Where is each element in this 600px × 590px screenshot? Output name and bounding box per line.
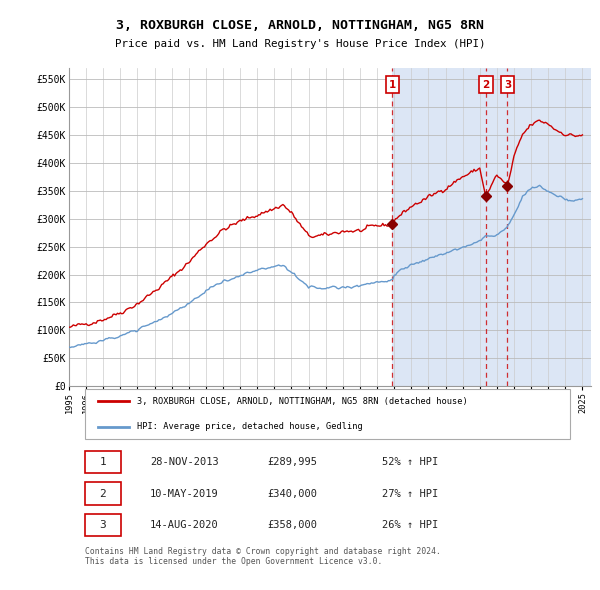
Text: 28-NOV-2013: 28-NOV-2013	[150, 457, 218, 467]
Text: 14-AUG-2020: 14-AUG-2020	[150, 520, 218, 530]
Text: 2: 2	[100, 489, 106, 499]
Text: 10-MAY-2019: 10-MAY-2019	[150, 489, 218, 499]
Text: £289,995: £289,995	[268, 457, 317, 467]
Text: 3: 3	[504, 80, 511, 90]
Text: £358,000: £358,000	[268, 520, 317, 530]
Text: Price paid vs. HM Land Registry's House Price Index (HPI): Price paid vs. HM Land Registry's House …	[115, 39, 485, 48]
Text: 27% ↑ HPI: 27% ↑ HPI	[382, 489, 439, 499]
Text: 26% ↑ HPI: 26% ↑ HPI	[382, 520, 439, 530]
FancyBboxPatch shape	[85, 388, 570, 440]
Text: £340,000: £340,000	[268, 489, 317, 499]
Text: 3, ROXBURGH CLOSE, ARNOLD, NOTTINGHAM, NG5 8RN (detached house): 3, ROXBURGH CLOSE, ARNOLD, NOTTINGHAM, N…	[137, 396, 467, 406]
Text: 1: 1	[389, 80, 396, 90]
FancyBboxPatch shape	[85, 514, 121, 536]
Text: 2: 2	[482, 80, 490, 90]
Text: 3, ROXBURGH CLOSE, ARNOLD, NOTTINGHAM, NG5 8RN: 3, ROXBURGH CLOSE, ARNOLD, NOTTINGHAM, N…	[116, 19, 484, 32]
FancyBboxPatch shape	[85, 451, 121, 473]
Bar	[392, 68, 591, 386]
Text: 1: 1	[100, 457, 106, 467]
Text: Contains HM Land Registry data © Crown copyright and database right 2024.
This d: Contains HM Land Registry data © Crown c…	[85, 547, 440, 566]
Text: HPI: Average price, detached house, Gedling: HPI: Average price, detached house, Gedl…	[137, 422, 362, 431]
Text: 3: 3	[100, 520, 106, 530]
FancyBboxPatch shape	[85, 482, 121, 505]
Text: 52% ↑ HPI: 52% ↑ HPI	[382, 457, 439, 467]
